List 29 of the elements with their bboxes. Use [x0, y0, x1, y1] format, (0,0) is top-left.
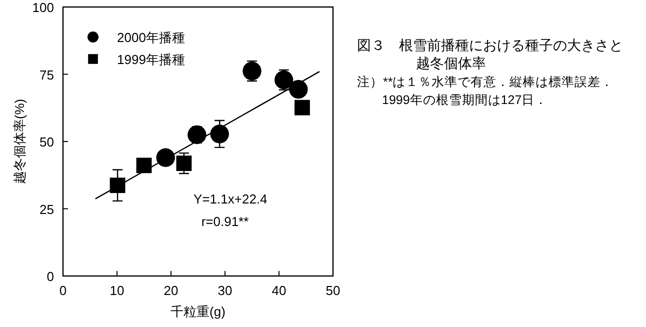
text: 1999年の根雪期間は127日． [381, 92, 549, 109]
point [156, 148, 175, 167]
text: 注）**は１％水準で有意．縦棒は標準誤差． [357, 74, 615, 91]
x-tick-label: 20 [164, 283, 178, 298]
annotation: r=0.91** [201, 214, 249, 230]
legend-label: 1999年播種 [117, 52, 185, 67]
point [176, 156, 192, 171]
point [274, 70, 294, 90]
annotation: Y=1.1x+22.4 [194, 191, 268, 206]
y-tick-label: 75 [40, 67, 54, 82]
y-tick-label: 0 [46, 269, 54, 284]
point [294, 100, 310, 116]
x-axis-title: 千粒重(g) [170, 304, 226, 319]
x-tick-label: 0 [59, 283, 67, 298]
y-tick-label: 25 [40, 202, 54, 217]
legend-label: 2000年播種 [117, 30, 185, 45]
x-tick-label: 40 [272, 283, 286, 298]
point [242, 62, 262, 80]
x-tick-label: 10 [110, 283, 124, 298]
point [188, 125, 206, 144]
x-tick-label: 50 [326, 283, 340, 298]
text: 図３ 根雪前播種における種子の大きさと越冬個体率 [357, 36, 624, 72]
x-tick-label: 30 [218, 283, 232, 298]
point [136, 158, 152, 174]
point [210, 124, 229, 144]
y-tick-label: 100 [32, 0, 54, 15]
y-tick-label: 50 [40, 134, 54, 150]
point [289, 80, 308, 99]
y-axis-title: 越冬個体率(%) [12, 98, 27, 184]
